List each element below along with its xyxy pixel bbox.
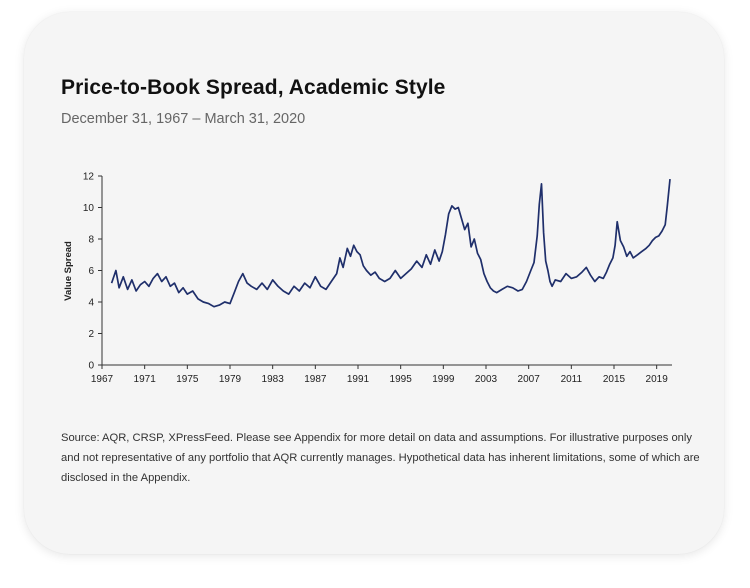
y-tick-label: 4 [88,298,94,309]
x-tick-label: 1971 [134,374,157,385]
y-tick-label: 6 [88,266,94,277]
y-tick-label: 12 [83,172,95,183]
x-tick-label: 2015 [603,374,626,385]
chart-title: Price-to-Book Spread, Academic Style [61,76,446,99]
x-tick-label: 1991 [347,374,370,385]
x-tick-label: 1983 [262,374,285,385]
x-tick-label: 2011 [561,374,583,385]
x-tick-label: 1967 [91,374,114,385]
x-tick-label: 1975 [176,374,199,385]
chart-card [24,12,724,554]
y-tick-label: 0 [88,361,94,372]
value-spread-line [110,179,671,308]
x-tick-label: 2007 [518,374,541,385]
chart-subtitle: December 31, 1967 – March 31, 2020 [61,111,306,127]
x-tick-label: 2003 [475,374,498,385]
x-tick-label: 1999 [432,374,455,385]
x-tick-label: 1987 [304,374,327,385]
x-axis-ticks: 1967 1971 1975 1979 1983 1987 1991 1995 1999 2003… [91,365,668,385]
x-tick-label: 2019 [646,374,669,385]
y-tick-label: 8 [88,235,94,246]
y-axis-title: Value Spread [63,241,74,301]
y-tick-label: 10 [83,203,95,214]
x-tick-label: 1979 [219,374,242,385]
y-tick-label: 2 [88,329,94,340]
y-axis-ticks: 0 2 4 6 8 10 12 [83,172,102,372]
source-note: Source: AQR, CRSP, XPressFeed. Please se… [61,432,700,484]
x-tick-label: 1995 [390,374,413,385]
